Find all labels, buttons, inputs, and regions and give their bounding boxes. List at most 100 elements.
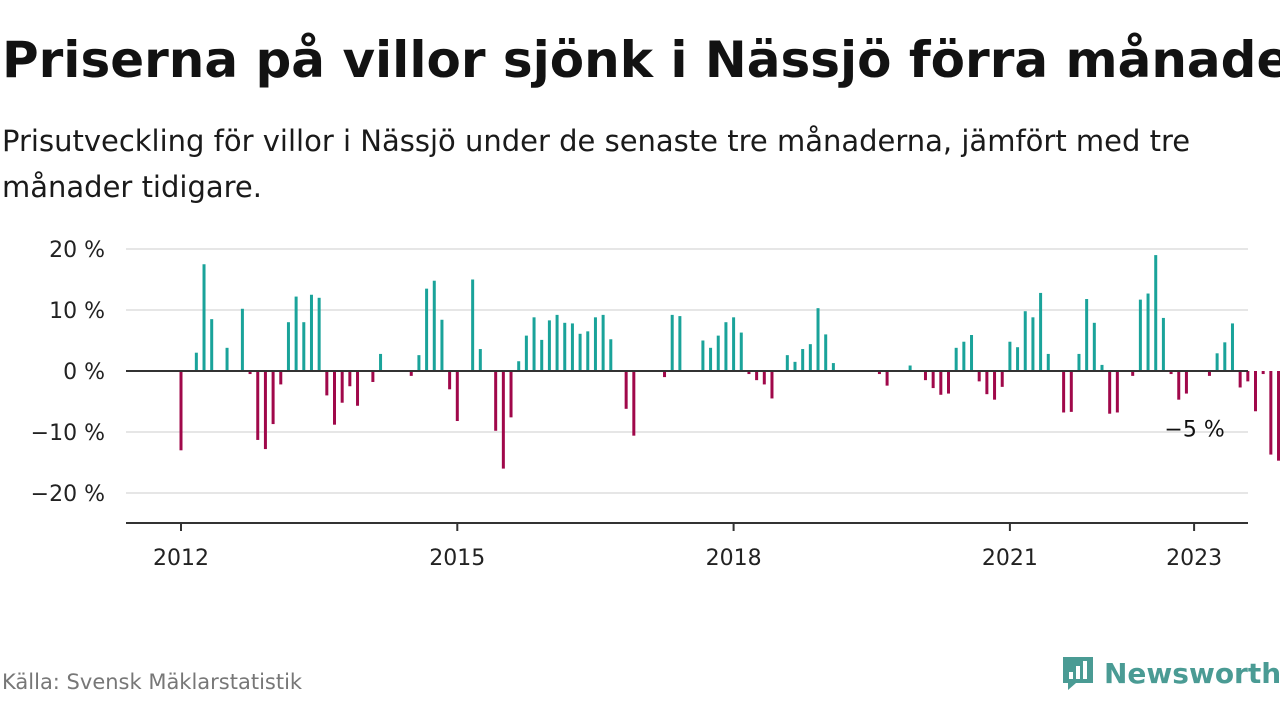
bar bbox=[609, 339, 613, 371]
bar bbox=[716, 335, 720, 371]
bar bbox=[240, 308, 244, 371]
bar bbox=[455, 371, 459, 422]
bar bbox=[785, 355, 789, 371]
bar bbox=[194, 352, 198, 371]
bar bbox=[547, 320, 551, 371]
bar-chart: 20 %10 %0 %−10 %−20 % 2012 2015 2018 2021 20… bbox=[31, 238, 1280, 571]
bar bbox=[1169, 371, 1173, 375]
bar bbox=[440, 319, 444, 371]
bar bbox=[1254, 371, 1257, 412]
bar bbox=[371, 371, 375, 382]
bar bbox=[954, 347, 958, 371]
y-tick-label: −20 % bbox=[31, 482, 105, 507]
bar bbox=[808, 344, 812, 371]
bar bbox=[1108, 371, 1112, 414]
y-tick-label: 20 % bbox=[49, 238, 105, 263]
bar bbox=[816, 308, 820, 371]
x-tick-label: 2012 bbox=[153, 546, 209, 571]
bar bbox=[908, 365, 912, 371]
bar bbox=[732, 317, 736, 371]
bar bbox=[1069, 371, 1073, 412]
bar bbox=[1062, 371, 1066, 413]
bar bbox=[302, 322, 306, 371]
bar bbox=[1223, 342, 1227, 371]
bar bbox=[210, 319, 214, 371]
bar bbox=[670, 314, 674, 371]
bar bbox=[663, 371, 667, 378]
bar bbox=[824, 334, 828, 371]
y-tick-label: 0 % bbox=[63, 360, 105, 385]
bars bbox=[179, 255, 1280, 469]
bar bbox=[678, 316, 682, 371]
annotation-label: −5 % bbox=[1164, 418, 1224, 443]
bar bbox=[923, 371, 927, 381]
bar bbox=[501, 371, 505, 469]
x-tick-label: 2023 bbox=[1166, 546, 1222, 571]
bar bbox=[225, 347, 229, 371]
page-subtitle: Prisutveckling för villor i Nässjö under… bbox=[2, 124, 1191, 204]
bar bbox=[985, 371, 989, 395]
bar bbox=[593, 317, 597, 371]
bar bbox=[1092, 322, 1096, 371]
bar bbox=[701, 340, 705, 371]
bar bbox=[793, 361, 797, 371]
bar bbox=[509, 371, 513, 418]
bar bbox=[340, 371, 344, 403]
bar bbox=[325, 371, 329, 396]
annotations: −5 % bbox=[1164, 418, 1224, 443]
bar bbox=[448, 371, 452, 390]
bar bbox=[1238, 371, 1242, 388]
bar bbox=[432, 280, 436, 371]
bar bbox=[770, 371, 774, 399]
x-tick-label: 2021 bbox=[982, 546, 1038, 571]
page-title: Priserna på villor sjönk i Nässjö förra … bbox=[2, 31, 1280, 89]
bar bbox=[1000, 371, 1004, 387]
bar bbox=[333, 371, 336, 425]
bar bbox=[1146, 293, 1150, 371]
bar bbox=[524, 335, 528, 371]
bar bbox=[202, 264, 206, 371]
bar bbox=[471, 279, 475, 371]
bar bbox=[279, 371, 283, 385]
bar bbox=[1023, 311, 1027, 371]
bar bbox=[947, 371, 950, 394]
bar bbox=[317, 297, 321, 371]
bar bbox=[555, 314, 559, 371]
bar bbox=[1016, 347, 1020, 371]
bar bbox=[801, 349, 805, 371]
bar bbox=[970, 335, 974, 371]
bar bbox=[1177, 371, 1181, 400]
bar bbox=[1077, 353, 1081, 371]
bar bbox=[1269, 371, 1273, 455]
bar bbox=[755, 371, 759, 381]
bar bbox=[1154, 255, 1158, 371]
bar bbox=[739, 332, 743, 371]
bar bbox=[993, 371, 997, 400]
bar bbox=[532, 317, 536, 371]
bar bbox=[1277, 371, 1280, 461]
bar bbox=[1031, 317, 1035, 371]
bar bbox=[425, 288, 429, 371]
bar bbox=[356, 371, 360, 406]
bar bbox=[379, 353, 383, 371]
y-tick-label: 10 % bbox=[49, 299, 105, 324]
bar bbox=[1100, 364, 1104, 371]
bar bbox=[494, 371, 498, 431]
bar bbox=[885, 371, 889, 386]
bar bbox=[1085, 299, 1089, 371]
bar bbox=[1230, 323, 1234, 371]
x-tick-label: 2018 bbox=[706, 546, 762, 571]
newsworthy-logo-icon bbox=[1063, 657, 1093, 690]
bar bbox=[586, 331, 590, 371]
bar bbox=[1008, 341, 1012, 371]
y-axis-labels: 20 % 10 % 0 % −10 % −20 % bbox=[31, 238, 105, 507]
bar bbox=[256, 371, 260, 440]
bar bbox=[286, 322, 290, 371]
brand-name: Newsworthy bbox=[1104, 656, 1280, 690]
bar bbox=[962, 341, 966, 371]
x-axis-labels: 2012 2015 2018 2021 2023 bbox=[153, 523, 1222, 571]
bar bbox=[939, 371, 943, 395]
bar bbox=[931, 371, 935, 389]
bar bbox=[1131, 371, 1135, 376]
bar bbox=[248, 371, 252, 375]
